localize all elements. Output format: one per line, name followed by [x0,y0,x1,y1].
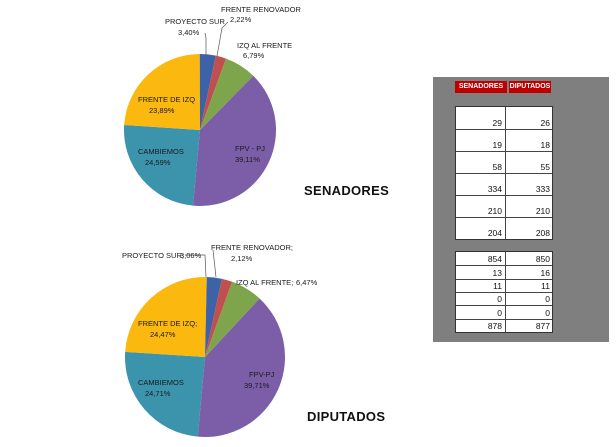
table-lower: 854 850 13 16 11 11 0 0 0 0 878 877 [455,251,553,333]
cell-senadores: 58 [492,162,502,172]
slice-value-frente-de-izq: 24,47% [150,330,176,339]
cell-senadores: 0 [497,294,502,305]
slice-value-proyecto-sur: 3,40% [178,28,200,37]
slice-label-izq-al-frente: IZQ AL FRENTE [237,41,292,50]
table-row-divider [456,305,552,307]
slice-value-frente-de-izq: 23,89% [149,106,175,115]
slice-value-frente-renovador: 2,22% [230,15,252,24]
cell-senadores: 13 [492,267,502,278]
slice-label-proyecto-sur: PROYECTO SUR [165,17,225,26]
table-row-divider [456,129,552,130]
cell-diputados: 16 [540,267,550,278]
pie-slice-frente-renovador [200,55,227,130]
pie-slice-frente-de-izq [125,276,207,357]
slice-label-frente-renovador: FRENTE RENOVADOR [221,5,301,14]
slice-label-frente-de-izq: FRENTE DE IZQ; [138,319,197,328]
table-row-divider [456,195,552,196]
cell-senadores: 854 [487,254,502,265]
cell-diputados: 208 [535,228,550,238]
slice-value-fpv-pj: 39,71% [244,381,270,390]
cell-senadores: 210 [487,206,502,216]
leader-line [212,249,217,278]
pie-slice-fpv-pj [197,298,285,437]
slice-label-cambiemos: CAMBIEMOS [138,147,184,156]
slice-label-izq-al-frente: IZQ AL FRENTE; [236,278,293,287]
cell-senadores: 11 [493,281,502,291]
cell-senadores: 0 [497,307,502,318]
pie-slice-proyecto-sur [199,53,216,130]
cell-diputados: 850 [535,254,550,265]
cell-senadores: 878 [487,321,502,331]
leader-line [216,21,229,57]
leader-line [204,32,207,56]
slice-value-izq-al-frente: 6,79% [243,51,265,60]
slice-value-proyecto-sur: 3,06% [180,251,202,260]
cell-senadores: 19 [492,140,502,150]
cell-diputados: 333 [535,184,550,194]
column-header-diputados: DIPUTADOS [509,81,551,93]
cell-senadores: 29 [492,118,502,128]
column-header-senadores: SENADORES [455,81,507,93]
slice-label-cambiemos: CAMBIEMOS [138,378,184,387]
cell-diputados: 877 [535,321,550,331]
cell-diputados: 26 [540,118,550,128]
table-row-divider [456,217,552,218]
pie-labels-diputados: PROYECTO SUR; 3,06% FRENTE RENOVADOR; 2,… [122,243,318,398]
table-upper: 29 26 19 18 58 55 334 333 210 210 204 208 [455,106,553,240]
pie-chart-senadores [124,53,277,207]
pie-slice-proyecto-sur [205,277,222,357]
table-row-divider [456,173,552,174]
slice-label-fpv-pj: FPV-PJ [249,370,275,379]
pie-slice-frente-de-izq [124,54,200,130]
table-row-divider [456,151,552,152]
table-row-divider [456,292,552,293]
table-row-divider [456,265,552,267]
pie-chart-diputados [124,276,285,437]
cell-diputados: 210 [535,206,550,216]
seat-table-panel: SENADORES DIPUTADOS 29 26 19 18 58 55 334 333 21… [433,77,609,342]
slice-value-cambiemos: 24,59% [145,158,171,167]
slice-label-frente-de-izq: FRENTE DE IZQ [138,95,195,104]
cell-diputados: 11 [541,281,550,291]
slice-value-izq-al-frente: 6,47% [296,278,318,287]
cell-diputados: 0 [545,307,550,318]
table-column-divider [505,252,506,332]
table-row-divider [456,278,552,280]
pie-labels-senadores: PROYECTO SUR 3,40% FRENTE RENOVADOR 2,22… [138,5,301,167]
cell-diputados: 0 [545,294,550,305]
cell-senadores: 204 [487,228,502,238]
pie-slice-cambiemos [124,351,205,437]
heading-senadores: SENADORES [304,183,390,198]
pie-slice-fpv-pj [192,75,277,207]
pie-slice-cambiemos [124,124,200,206]
pie-slice-izq-al-frente [205,281,260,357]
slice-label-proyecto-sur: PROYECTO SUR; [122,251,184,260]
leader-line [185,254,207,278]
cell-senadores: 334 [487,184,502,194]
cell-diputados: 18 [540,140,550,150]
slice-label-frente-renovador: FRENTE RENOVADOR; [211,243,293,252]
pie-slice-izq-al-frente [200,58,254,130]
slice-value-fpv-pj: 39,11% [235,155,260,164]
slice-value-frente-renovador: 2,12% [231,254,253,263]
cell-diputados: 55 [540,162,550,172]
table-row-divider [456,318,552,320]
heading-diputados: DIPUTADOS [307,409,386,424]
pie-slice-frente-renovador [205,278,233,357]
slice-value-cambiemos: 24,71% [145,389,171,398]
table-column-divider [505,107,506,239]
slice-label-fpv-pj: FPV - PJ [235,144,265,153]
